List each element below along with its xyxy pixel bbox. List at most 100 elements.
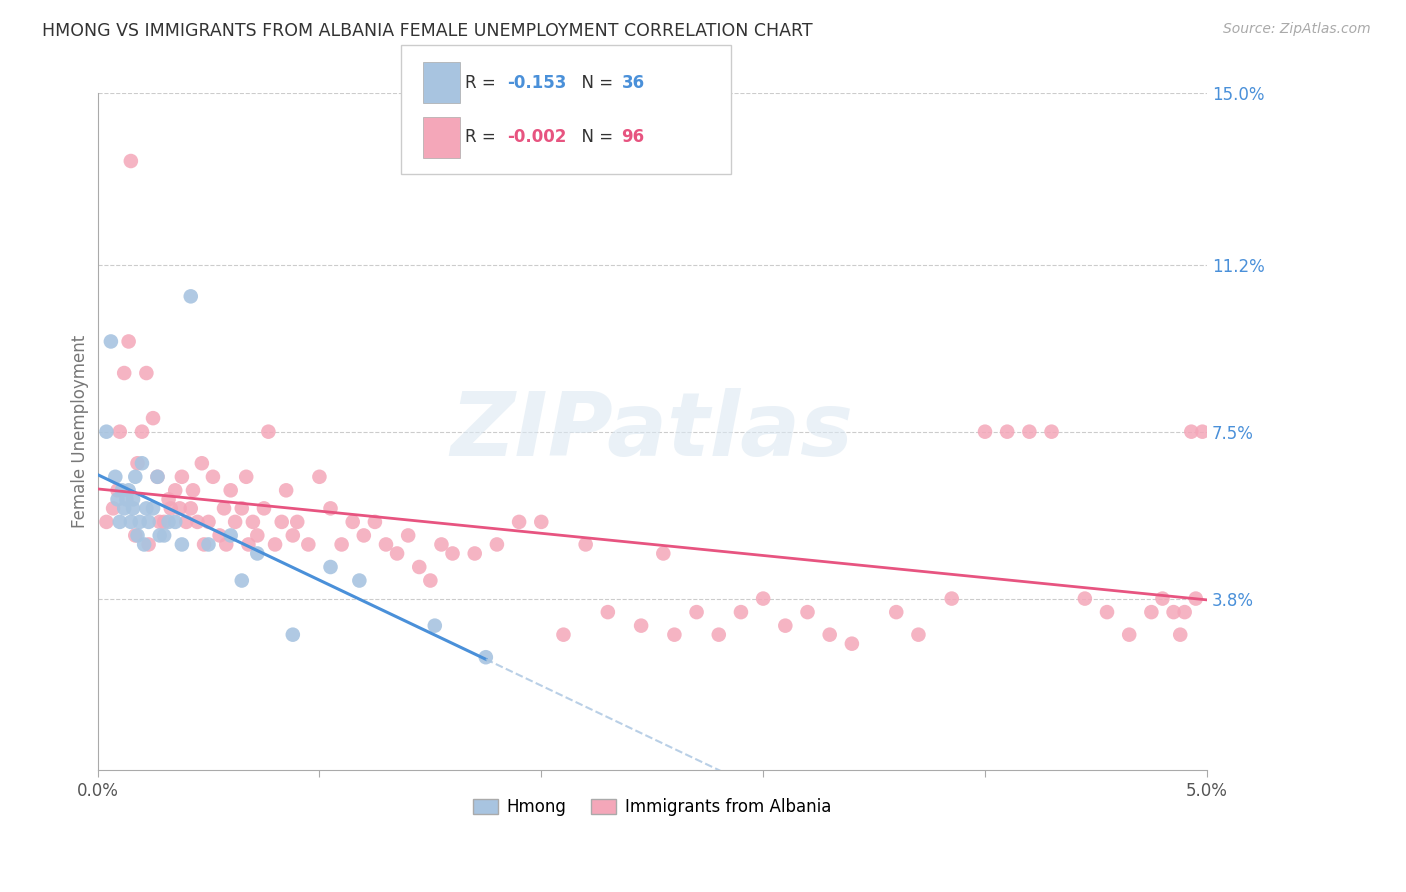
Point bbox=[475, 650, 498, 665]
Point bbox=[941, 591, 963, 606]
Point bbox=[96, 515, 118, 529]
Text: -0.153: -0.153 bbox=[508, 74, 567, 92]
Legend: Hmong, Immigrants from Albania: Hmong, Immigrants from Albania bbox=[467, 791, 838, 822]
Point bbox=[796, 605, 818, 619]
Point bbox=[1140, 605, 1163, 619]
Text: HMONG VS IMMIGRANTS FROM ALBANIA FEMALE UNEMPLOYMENT CORRELATION CHART: HMONG VS IMMIGRANTS FROM ALBANIA FEMALE … bbox=[42, 22, 813, 40]
Point bbox=[224, 515, 246, 529]
Point bbox=[396, 528, 419, 542]
Text: Source: ZipAtlas.com: Source: ZipAtlas.com bbox=[1223, 22, 1371, 37]
Point bbox=[319, 560, 342, 574]
Point bbox=[385, 546, 408, 560]
Text: N =: N = bbox=[571, 128, 619, 146]
Point bbox=[752, 591, 775, 606]
Point bbox=[128, 515, 150, 529]
Point bbox=[197, 537, 219, 551]
Point bbox=[193, 537, 215, 551]
Point bbox=[664, 628, 686, 642]
Point bbox=[1180, 425, 1202, 439]
Point bbox=[685, 605, 707, 619]
Point bbox=[419, 574, 441, 588]
Point bbox=[285, 515, 308, 529]
Point bbox=[423, 618, 446, 632]
Point bbox=[180, 501, 202, 516]
Point bbox=[342, 515, 364, 529]
Point bbox=[375, 537, 398, 551]
Point bbox=[276, 483, 298, 498]
Point bbox=[146, 470, 169, 484]
Point bbox=[242, 515, 264, 529]
Point bbox=[349, 574, 371, 588]
Point bbox=[841, 637, 863, 651]
Point bbox=[135, 366, 157, 380]
Point bbox=[281, 528, 304, 542]
Point bbox=[264, 537, 287, 551]
Point bbox=[270, 515, 292, 529]
Point bbox=[157, 492, 180, 507]
Point bbox=[191, 456, 214, 470]
Point bbox=[111, 483, 134, 498]
Point bbox=[707, 628, 730, 642]
Point bbox=[212, 501, 235, 516]
Point bbox=[215, 537, 238, 551]
Point bbox=[775, 618, 797, 632]
Point bbox=[730, 605, 752, 619]
Point bbox=[596, 605, 619, 619]
Point bbox=[104, 470, 127, 484]
Point bbox=[508, 515, 530, 529]
Point bbox=[96, 425, 118, 439]
Point bbox=[253, 501, 276, 516]
Point bbox=[112, 501, 135, 516]
Point bbox=[180, 289, 202, 303]
Point bbox=[138, 515, 160, 529]
Point bbox=[297, 537, 319, 551]
Point bbox=[138, 537, 160, 551]
Point bbox=[974, 425, 997, 439]
Point bbox=[995, 425, 1018, 439]
Point bbox=[1163, 605, 1185, 619]
Point bbox=[134, 537, 156, 551]
Point bbox=[120, 515, 142, 529]
Point bbox=[169, 501, 191, 516]
Point bbox=[135, 501, 157, 516]
Y-axis label: Female Unemployment: Female Unemployment bbox=[72, 335, 89, 528]
Point bbox=[257, 425, 280, 439]
Point bbox=[142, 501, 165, 516]
Text: 36: 36 bbox=[621, 74, 644, 92]
Point bbox=[231, 574, 253, 588]
Point bbox=[149, 528, 172, 542]
Point bbox=[127, 456, 149, 470]
Point bbox=[149, 515, 172, 529]
Point bbox=[108, 515, 131, 529]
Point bbox=[107, 483, 129, 498]
Point bbox=[219, 483, 242, 498]
Point bbox=[408, 560, 430, 574]
Point bbox=[127, 528, 149, 542]
Point bbox=[146, 470, 169, 484]
Point bbox=[117, 334, 139, 349]
Text: -0.002: -0.002 bbox=[508, 128, 567, 146]
Point bbox=[353, 528, 375, 542]
Point bbox=[281, 628, 304, 642]
Point bbox=[219, 528, 242, 542]
Point bbox=[1152, 591, 1174, 606]
Point bbox=[208, 528, 231, 542]
Point bbox=[1095, 605, 1118, 619]
Point bbox=[246, 546, 269, 560]
Point bbox=[652, 546, 675, 560]
Point bbox=[131, 456, 153, 470]
Point bbox=[101, 501, 124, 516]
Point bbox=[122, 492, 145, 507]
Point bbox=[108, 425, 131, 439]
Point bbox=[100, 334, 122, 349]
Point bbox=[112, 366, 135, 380]
Point bbox=[330, 537, 353, 551]
Point bbox=[122, 501, 145, 516]
Point bbox=[231, 501, 253, 516]
Point bbox=[170, 470, 193, 484]
Point bbox=[124, 470, 146, 484]
Point bbox=[1118, 628, 1140, 642]
Point bbox=[818, 628, 841, 642]
Point bbox=[181, 483, 204, 498]
Point bbox=[464, 546, 486, 560]
